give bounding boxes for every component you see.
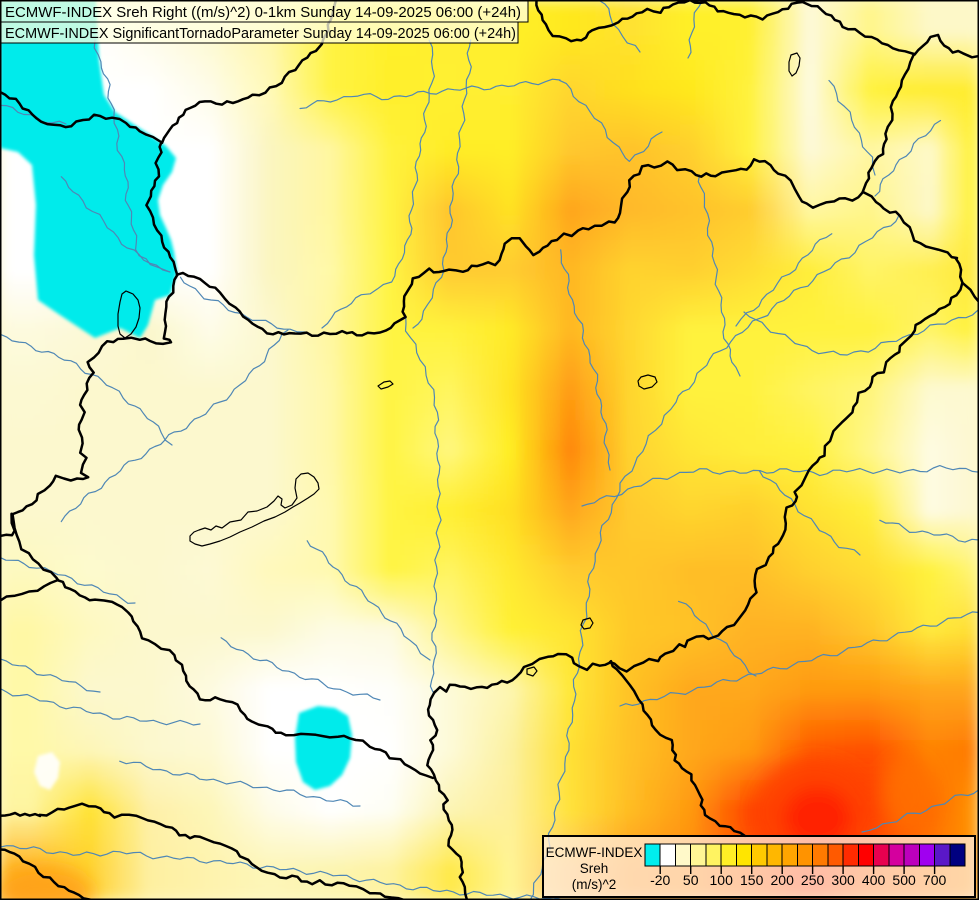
- svg-text:(m/s)^2: (m/s)^2: [572, 877, 617, 892]
- svg-text:100: 100: [710, 872, 734, 888]
- svg-text:400: 400: [862, 872, 886, 888]
- svg-text:50: 50: [683, 872, 699, 888]
- svg-text:150: 150: [740, 872, 764, 888]
- svg-text:200: 200: [771, 872, 795, 888]
- svg-text:ECMWF-INDEX: ECMWF-INDEX: [546, 845, 643, 860]
- svg-text:Sreh: Sreh: [580, 861, 609, 876]
- svg-text:-20: -20: [650, 872, 670, 888]
- svg-text:250: 250: [801, 872, 825, 888]
- svg-text:ECMWF-INDEX SignificantTornado: ECMWF-INDEX SignificantTornadoParameter …: [5, 25, 516, 42]
- svg-text:500: 500: [892, 872, 916, 888]
- svg-text:300: 300: [831, 872, 855, 888]
- svg-text:700: 700: [923, 872, 947, 888]
- svg-text:ECMWF-INDEX Sreh Right ((m/s)^: ECMWF-INDEX Sreh Right ((m/s)^2) 0-1km S…: [5, 4, 521, 21]
